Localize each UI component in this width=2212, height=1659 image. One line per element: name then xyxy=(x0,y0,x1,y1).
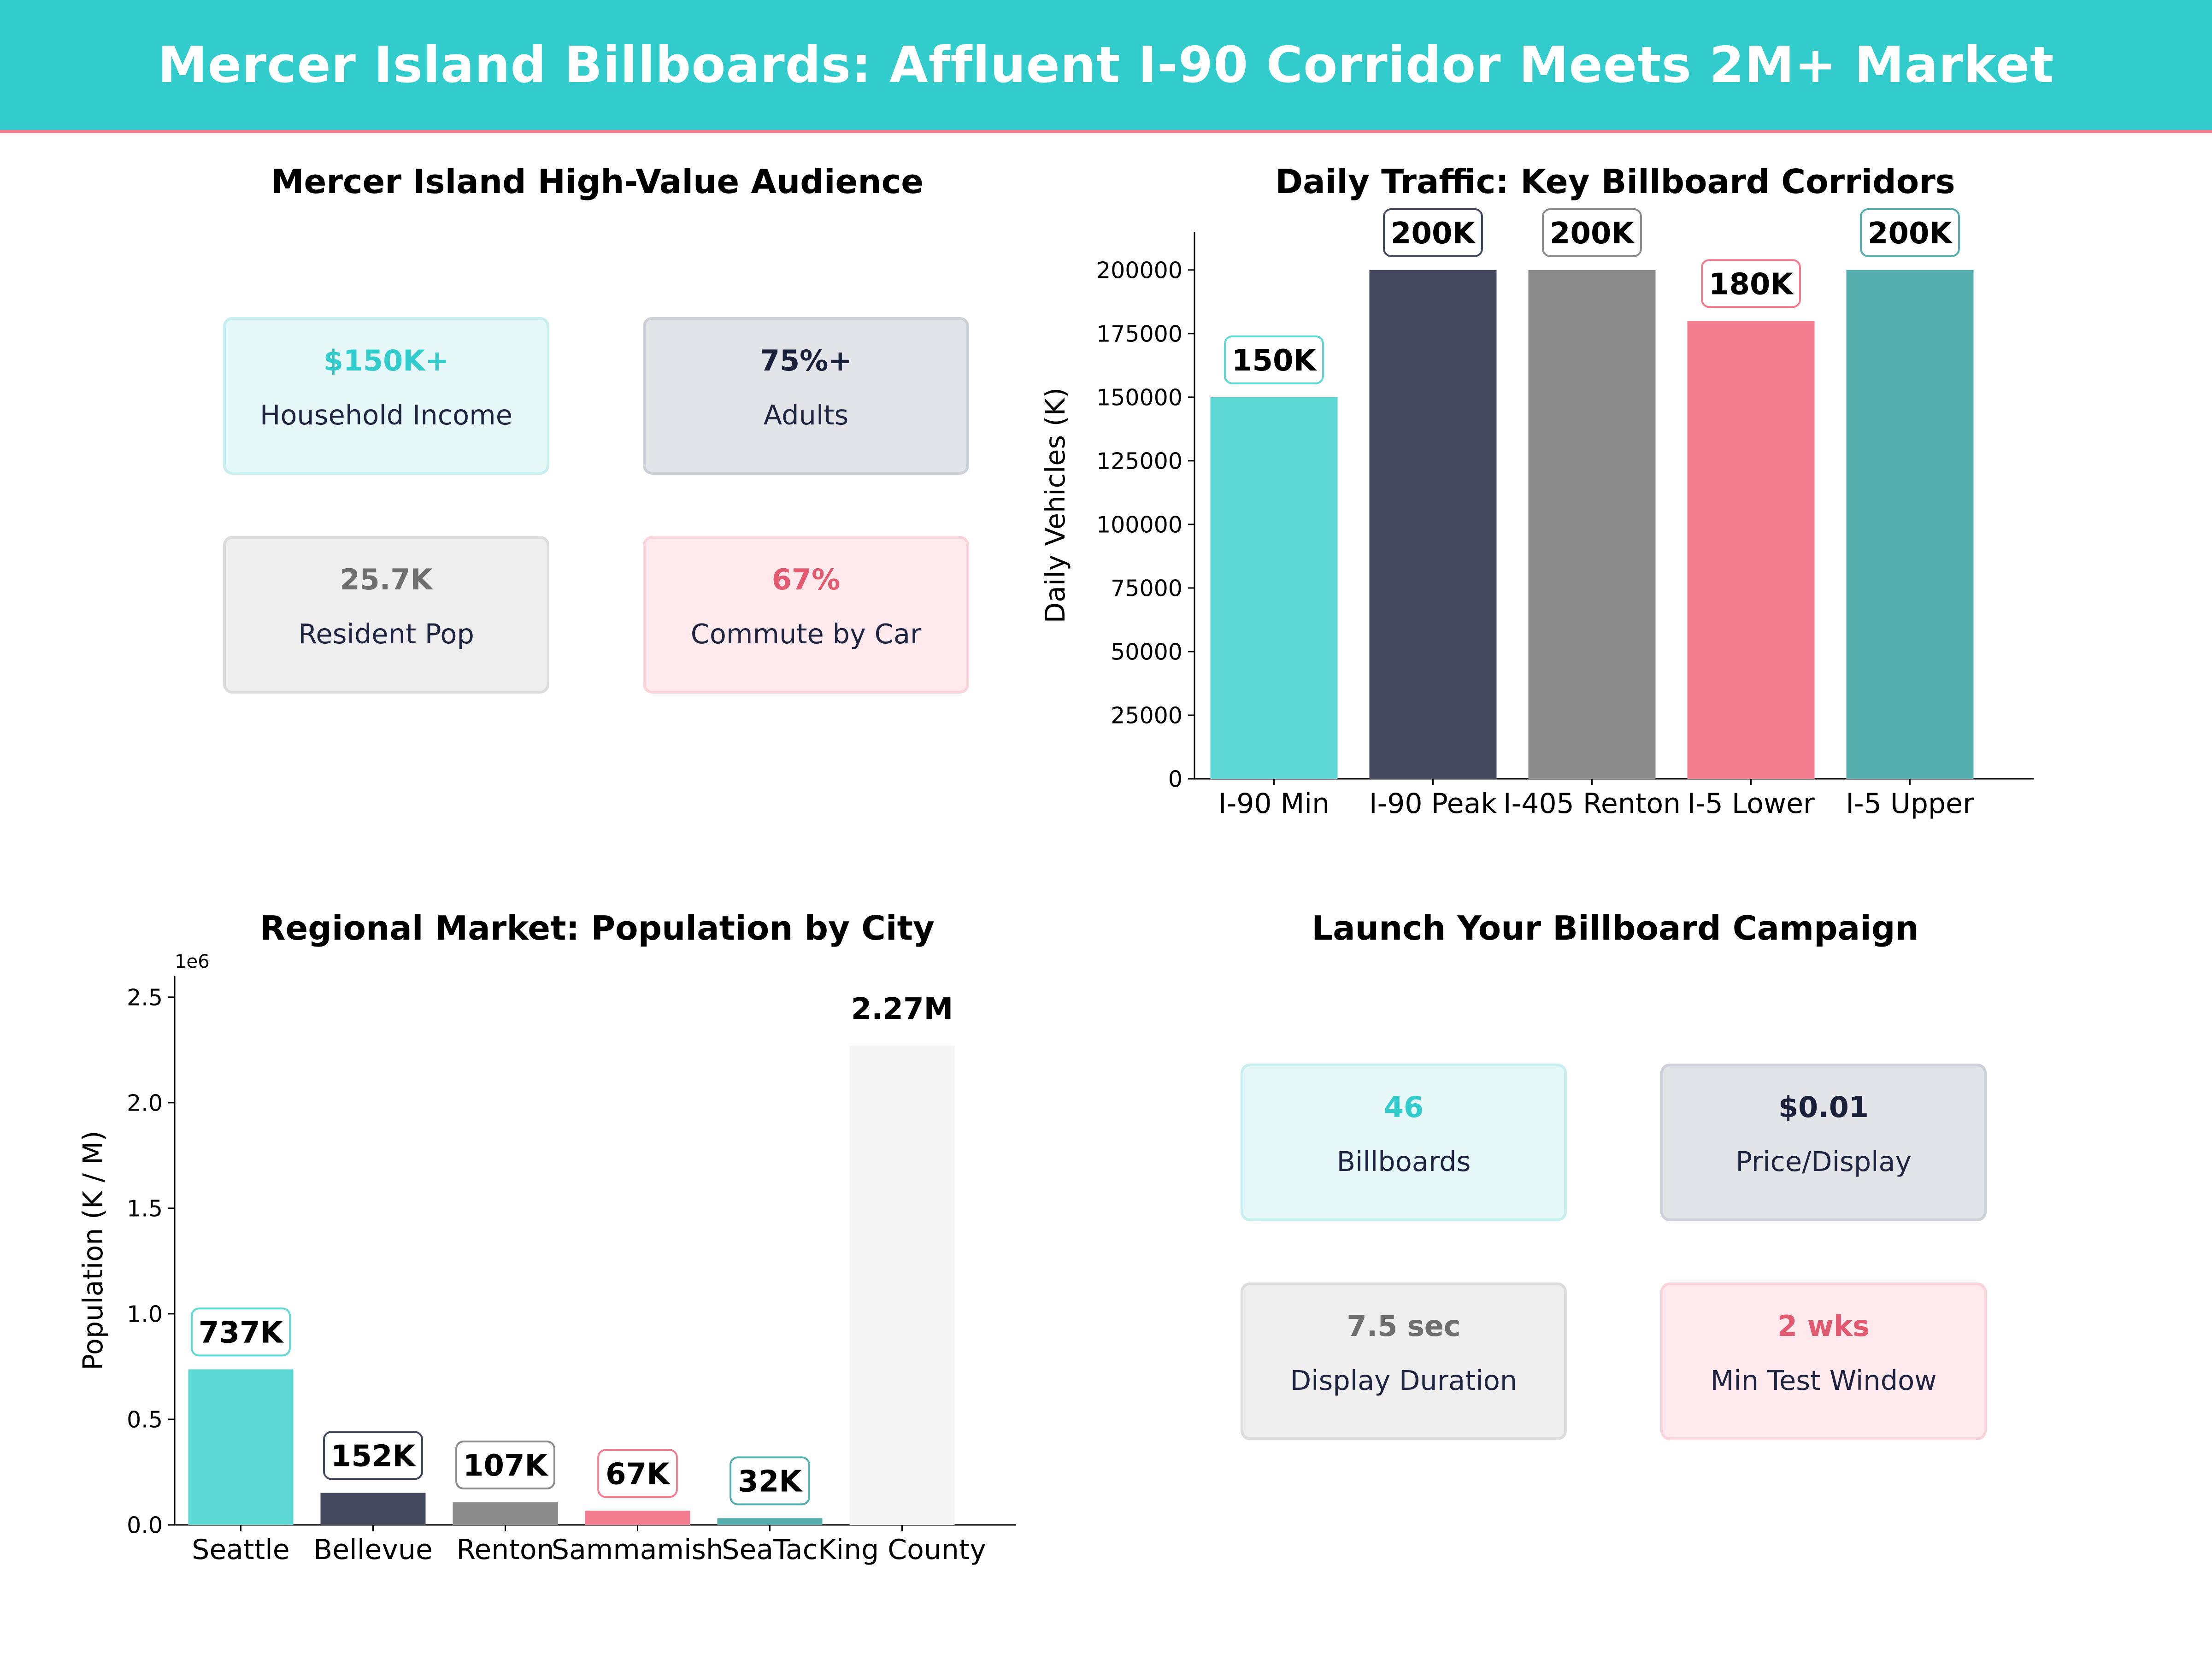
y-tick-label: 150000 xyxy=(1096,385,1182,411)
population-chart-title: Regional Market: Population by City xyxy=(260,909,935,947)
data-label-box xyxy=(729,1456,810,1506)
audience-card-adults: 75%+ Adults xyxy=(643,317,969,475)
audience-card-commute: 67% Commute by Car xyxy=(643,536,969,694)
bar xyxy=(849,1046,955,1525)
bar xyxy=(1369,270,1497,779)
x-tick-label: Renton xyxy=(456,1534,554,1566)
campaign-card-billboards: 46 Billboards xyxy=(1241,1064,1567,1221)
bar xyxy=(1846,270,1974,779)
x-tick-label: Bellevue xyxy=(313,1534,433,1566)
data-label-box xyxy=(1224,335,1324,384)
x-tick-label: Seattle xyxy=(192,1534,289,1566)
y-tick-label: 2.0 xyxy=(127,1090,163,1116)
x-tick-label: I-90 Peak xyxy=(1369,788,1497,820)
data-label-box xyxy=(1542,208,1642,257)
y-tick-label: 125000 xyxy=(1096,448,1182,475)
traffic-chart-title: Daily Traffic: Key Billboard Corridors xyxy=(1275,162,1955,201)
y-tick-label: 2.5 xyxy=(127,984,163,1011)
audience-card-income: $150K+ Household Income xyxy=(223,317,549,475)
x-tick-label: SeaTac xyxy=(722,1534,818,1566)
data-label: 737K xyxy=(199,1316,284,1350)
card-label: Household Income xyxy=(259,399,513,431)
x-tick-label: I-5 Lower xyxy=(1687,788,1815,820)
campaign-panel-title: Launch Your Billboard Campaign xyxy=(1312,909,1919,947)
bar xyxy=(1210,397,1338,779)
card-label: Min Test Window xyxy=(1710,1365,1937,1396)
card-value: $150K+ xyxy=(323,344,449,377)
data-label-box xyxy=(597,1449,678,1498)
data-label-box xyxy=(1701,259,1801,308)
card-label: Commute by Car xyxy=(690,618,922,650)
campaign-card-test-window: 2 wks Min Test Window xyxy=(1660,1282,1987,1440)
x-tick-label: King County xyxy=(818,1534,986,1566)
x-tick-label: I-405 Renton xyxy=(1503,788,1681,820)
data-label: 152K xyxy=(331,1439,417,1473)
card-value: 67% xyxy=(771,563,841,596)
card-label: Display Duration xyxy=(1290,1365,1518,1396)
card-label: Adults xyxy=(763,399,849,431)
card-label: Price/Display xyxy=(1735,1146,1912,1177)
y-tick-label: 1.5 xyxy=(127,1196,163,1222)
y-tick-label: 0.5 xyxy=(127,1407,163,1433)
x-tick-label: Sammamish xyxy=(552,1534,724,1566)
card-value: $0.01 xyxy=(1778,1090,1869,1124)
y-tick-label: 0 xyxy=(1168,766,1182,793)
y-tick-label: 200000 xyxy=(1096,257,1182,283)
bar xyxy=(320,1493,426,1525)
y-tick-label: 175000 xyxy=(1096,321,1182,347)
data-label-box xyxy=(191,1307,291,1357)
data-label: 107K xyxy=(463,1449,549,1483)
bar xyxy=(188,1369,294,1525)
campaign-card-price: $0.01 Price/Display xyxy=(1660,1064,1987,1221)
bar xyxy=(1687,321,1815,779)
data-label: 67K xyxy=(606,1457,671,1491)
y-tick-label: 0.0 xyxy=(127,1512,163,1539)
data-label-box xyxy=(1860,208,1960,257)
data-label: 2.27M xyxy=(851,992,953,1026)
card-value: 25.7K xyxy=(340,563,433,596)
campaign-card-duration: 7.5 sec Display Duration xyxy=(1241,1282,1567,1440)
y-axis-label: Daily Vehicles (K) xyxy=(1039,388,1071,624)
audience-card-population: 25.7K Resident Pop xyxy=(223,536,549,694)
bar xyxy=(585,1511,690,1525)
data-label: 32K xyxy=(738,1465,803,1499)
page-title: Mercer Island Billboards: Affluent I-90 … xyxy=(158,36,2054,94)
card-value: 46 xyxy=(1383,1090,1424,1124)
bar xyxy=(1528,270,1656,779)
card-value: 75%+ xyxy=(759,344,853,377)
population-bar-chart: 0.0 0.5 1.0 1.5 2.0 2.5 1e6 Population (K / M) S… xyxy=(77,951,1016,1566)
header-banner: Mercer Island Billboards: Affluent I-90 … xyxy=(0,0,2212,133)
y-axis-label: Population (K / M) xyxy=(77,1131,109,1371)
data-label-box xyxy=(323,1431,423,1480)
data-label: 150K xyxy=(1232,344,1318,378)
audience-panel-title: Mercer Island High-Value Audience xyxy=(271,162,924,201)
y-tick-label: 75000 xyxy=(1111,576,1182,602)
data-label-box xyxy=(455,1440,555,1489)
card-value: 7.5 sec xyxy=(1347,1309,1461,1343)
y-offset-label: 1e6 xyxy=(175,951,210,972)
card-label: Billboards xyxy=(1336,1146,1471,1177)
card-value: 2 wks xyxy=(1777,1309,1870,1343)
bar xyxy=(717,1518,823,1525)
x-tick-label: I-90 Min xyxy=(1218,788,1330,820)
traffic-bar-chart: 0 25000 50000 75000 100000 125000 150000 175000… xyxy=(1039,208,2034,820)
data-label-box xyxy=(842,984,962,1033)
bar xyxy=(453,1502,558,1525)
y-tick-label: 100000 xyxy=(1096,512,1182,538)
y-tick-label: 50000 xyxy=(1111,639,1182,665)
x-tick-label: I-5 Upper xyxy=(1846,788,1974,820)
data-label: 200K xyxy=(1391,217,1477,251)
data-label: 200K xyxy=(1550,217,1635,251)
y-tick-label: 25000 xyxy=(1111,703,1182,729)
data-label: 200K xyxy=(1868,217,1953,251)
data-label-box xyxy=(1383,208,1483,257)
data-label: 180K xyxy=(1709,267,1794,301)
card-label: Resident Pop xyxy=(298,618,474,650)
y-tick-label: 1.0 xyxy=(127,1301,163,1328)
